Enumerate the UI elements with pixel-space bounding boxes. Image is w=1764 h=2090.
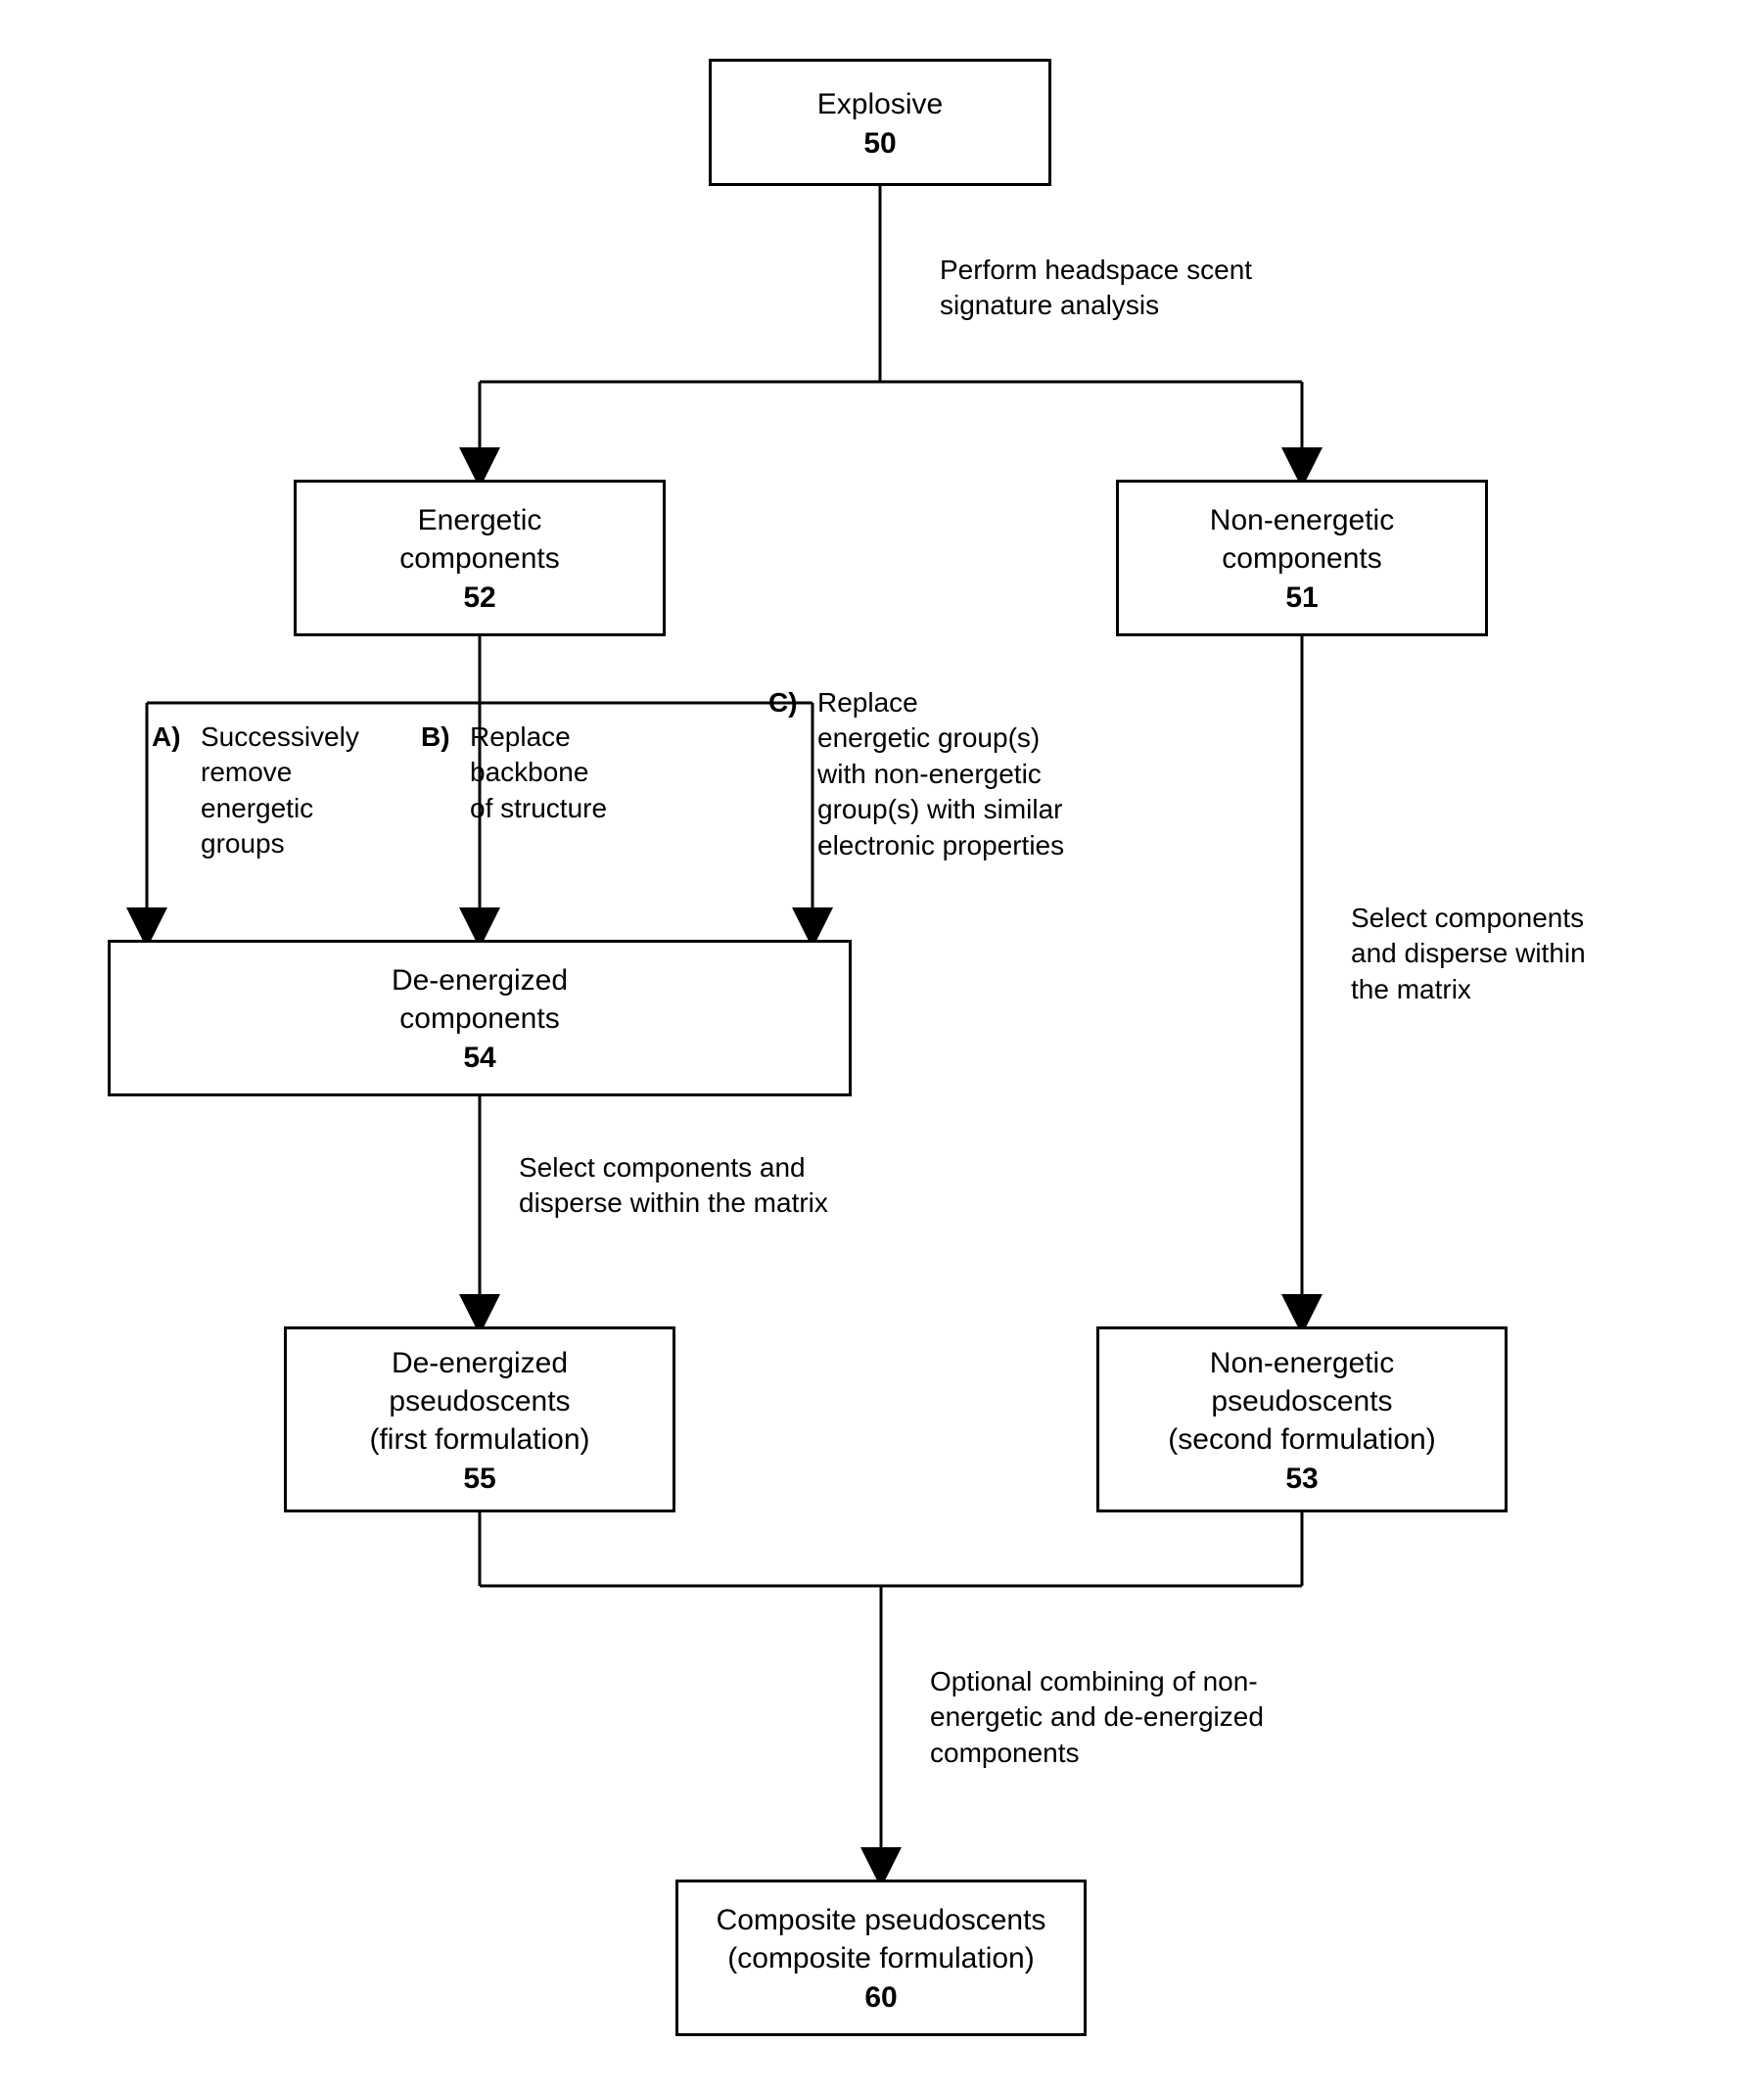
- node-number: 55: [463, 1463, 495, 1496]
- edge-label-select-left: Select components anddisperse within the…: [519, 1150, 828, 1222]
- node-number: 60: [864, 1981, 897, 2015]
- node-composite-pseudoscents: Composite pseudoscents(composite formula…: [675, 1880, 1087, 2036]
- node-non-energetic-components: Non-energeticcomponents 51: [1116, 480, 1488, 636]
- option-b-label: Replacebackboneof structure: [470, 720, 607, 826]
- node-title: Composite pseudoscents(composite formula…: [717, 1901, 1046, 1977]
- node-number: 53: [1285, 1463, 1318, 1496]
- edge-label-optional-combining: Optional combining of non-energetic and …: [930, 1664, 1264, 1771]
- option-a-prefix: A): [152, 720, 181, 755]
- node-number: 52: [463, 581, 495, 615]
- option-b-prefix: B): [421, 720, 450, 755]
- node-non-energetic-pseudoscents: Non-energeticpseudoscents(second formula…: [1096, 1326, 1508, 1512]
- option-c-label: Replaceenergetic group(s)with non-energe…: [817, 685, 1064, 863]
- node-de-energized-components: De-energizedcomponents 54: [108, 940, 852, 1096]
- option-c-prefix: C): [768, 685, 798, 720]
- node-number: 51: [1285, 581, 1318, 615]
- option-a-label: Successivelyremoveenergeticgroups: [201, 720, 359, 862]
- node-title: De-energizedpseudoscents(first formulati…: [369, 1344, 589, 1459]
- node-title: Explosive: [817, 85, 943, 123]
- node-number: 54: [463, 1042, 495, 1075]
- node-de-energized-pseudoscents: De-energizedpseudoscents(first formulati…: [284, 1326, 675, 1512]
- node-explosive: Explosive 50: [709, 59, 1051, 186]
- node-title: Energeticcomponents: [399, 501, 559, 578]
- node-title: De-energizedcomponents: [392, 961, 568, 1038]
- node-title: Non-energeticpseudoscents(second formula…: [1168, 1344, 1435, 1459]
- node-number: 50: [863, 127, 896, 161]
- node-title: Non-energeticcomponents: [1210, 501, 1394, 578]
- edge-label-select-right: Select componentsand disperse withinthe …: [1351, 901, 1586, 1007]
- edge-label-headspace: Perform headspace scentsignature analysi…: [940, 253, 1252, 324]
- node-energetic-components: Energeticcomponents 52: [294, 480, 666, 636]
